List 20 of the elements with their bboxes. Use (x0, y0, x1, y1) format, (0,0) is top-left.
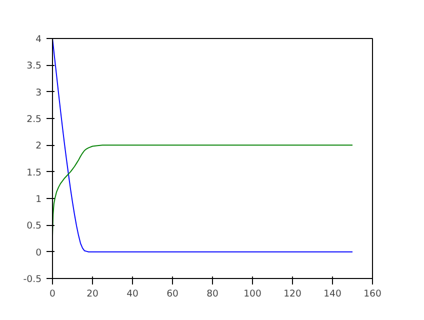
y-tick-label: 2.5 (26, 114, 42, 125)
x-tick-label: 0 (50, 288, 56, 300)
y-tick-label: 0.5 (26, 220, 42, 232)
y-tick-label: 1.5 (26, 167, 42, 178)
line-series (52, 38, 353, 252)
y-tick-label: -0.5 (23, 274, 42, 285)
y-tick-label: 4 (36, 34, 42, 45)
y-tick-label: 1 (36, 194, 42, 205)
x-tick-label: 120 (284, 288, 302, 300)
x-tick-label: 100 (244, 288, 262, 300)
x-tick-label: 20 (86, 288, 98, 300)
y-tick-label: 2 (36, 140, 42, 152)
y-tick-label: 3.5 (26, 60, 42, 72)
y-tick-label: 3 (36, 87, 42, 98)
x-tick-label: 140 (324, 288, 342, 300)
x-tick-label: 60 (166, 288, 178, 300)
y-tick-label: 0 (36, 247, 42, 258)
x-tick-label: 80 (206, 288, 218, 300)
x-tick-label: 40 (126, 288, 138, 300)
x-tick-label: 160 (364, 288, 382, 300)
